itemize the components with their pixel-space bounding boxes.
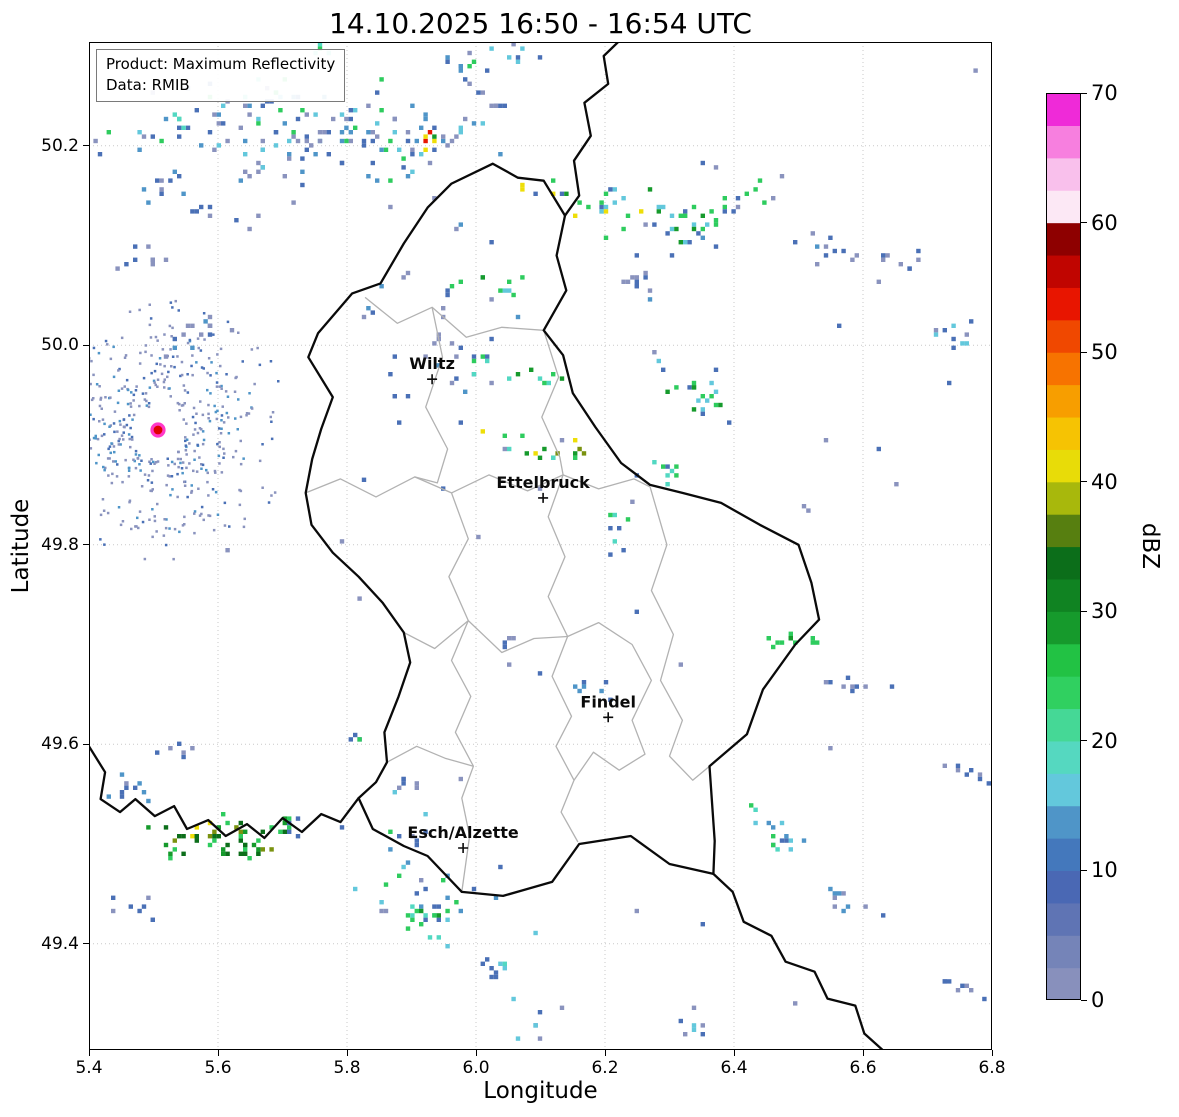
y-tick-mark (83, 544, 89, 546)
colorbar-band (1046, 935, 1081, 969)
colorbar-band (1046, 546, 1081, 580)
city-label-findel: Findel (580, 692, 636, 711)
colorbar-tick-mark (1081, 610, 1087, 612)
x-tick-mark (733, 1050, 735, 1056)
x-tick-label: 5.4 (75, 1058, 103, 1078)
colorbar-band (1046, 416, 1081, 450)
colorbar-tick-mark (1081, 92, 1087, 94)
colorbar-band (1046, 773, 1081, 807)
product-info-box: Product: Maximum Reflectivity Data: RMIB (96, 49, 346, 102)
colorbar-tick-label: 20 (1091, 728, 1118, 753)
colorbar-band (1046, 708, 1081, 742)
colorbar-band (1046, 287, 1081, 321)
colorbar-tick-label: 10 (1091, 858, 1118, 883)
colorbar-band (1046, 611, 1081, 645)
colorbar-tick-mark (1081, 740, 1087, 742)
colorbar-band (1046, 190, 1081, 224)
colorbar-band (1046, 902, 1081, 936)
colorbar-unit-label: dBZ (1137, 522, 1163, 570)
y-tick-mark (83, 743, 89, 745)
y-tick-label: 50.0 (41, 335, 79, 356)
x-tick-label: 6.4 (720, 1058, 748, 1078)
y-tick-label: 50.2 (41, 135, 79, 156)
colorbar-gradient (1046, 93, 1081, 1000)
city-markers: Wiltz Ettelbruck Findel Esch/Alzette (407, 354, 636, 853)
radar-site-marker (150, 422, 166, 438)
x-tick-label: 6.8 (978, 1058, 1006, 1078)
colorbar-band (1046, 384, 1081, 418)
product-line: Product: Maximum Reflectivity (106, 55, 336, 73)
data-source-line: Data: RMIB (106, 76, 190, 94)
colorbar-tick-mark (1081, 999, 1087, 1001)
x-tick-label: 6.2 (591, 1058, 619, 1078)
city-marker-ettelbruck (538, 492, 549, 503)
map-plot-area: Wiltz Ettelbruck Findel Esch/Alzette Produc… (89, 42, 992, 1050)
luxembourg-outline (304, 162, 821, 898)
colorbar-band (1046, 319, 1081, 353)
radar-map: Wiltz Ettelbruck Findel Esch/Alzette (89, 42, 992, 1050)
city-marker-findel (603, 712, 614, 723)
colorbar-tick-mark (1081, 222, 1087, 224)
x-tick-mark (604, 1050, 606, 1056)
colorbar-band (1046, 157, 1081, 191)
colorbar-band (1046, 740, 1081, 774)
colorbar-band (1046, 870, 1081, 904)
x-tick-mark (862, 1050, 864, 1056)
figure-title: 14.10.2025 16:50 - 16:54 UTC (329, 7, 752, 40)
y-tick-mark (83, 943, 89, 945)
x-tick-mark (475, 1050, 477, 1056)
colorbar-tick-label: 30 (1091, 599, 1118, 624)
colorbar-band (1046, 352, 1081, 386)
district-borders (305, 296, 710, 892)
colorbar-band (1046, 805, 1081, 839)
y-tick-label: 49.8 (41, 534, 79, 555)
colorbar-band (1046, 578, 1081, 612)
colorbar-band (1046, 676, 1081, 710)
colorbar-band (1046, 838, 1081, 872)
y-tick-mark (83, 344, 89, 346)
city-label-esch-alzette: Esch/Alzette (407, 823, 518, 842)
colorbar-band (1046, 449, 1081, 483)
colorbar-band (1046, 514, 1081, 548)
y-tick-mark (83, 145, 89, 147)
radar-echoes (89, 42, 991, 1041)
colorbar-frame (1046, 93, 1081, 1000)
colorbar-band (1046, 125, 1081, 159)
city-label-wiltz: Wiltz (409, 354, 455, 373)
x-tick-label: 6.6 (849, 1058, 877, 1078)
colorbar-tick-label: 60 (1091, 210, 1118, 235)
colorbar-tick-label: 50 (1091, 340, 1118, 365)
colorbar (1046, 93, 1081, 1000)
colorbar-tick-mark (1081, 351, 1087, 353)
colorbar-band (1046, 254, 1081, 288)
city-marker-esch-alzette (458, 843, 469, 853)
colorbar-band (1046, 967, 1081, 1000)
x-tick-mark (217, 1050, 219, 1056)
y-tick-label: 49.6 (41, 734, 79, 755)
x-tick-label: 6.0 (462, 1058, 490, 1078)
grid (89, 42, 992, 1050)
x-tick-mark (991, 1050, 993, 1056)
x-axis-label: Longitude (483, 1078, 598, 1104)
colorbar-tick-label: 70 (1091, 81, 1118, 105)
colorbar-tick-label: 40 (1091, 469, 1118, 494)
colorbar-tick-label: 0 (1091, 988, 1105, 1012)
y-tick-label: 49.4 (41, 933, 79, 954)
colorbar-tick-mark (1081, 481, 1087, 483)
city-label-ettelbruck: Ettelbruck (496, 473, 590, 492)
colorbar-band (1046, 93, 1081, 126)
colorbar-band (1046, 481, 1081, 515)
x-tick-label: 5.6 (204, 1058, 232, 1078)
city-marker-wiltz (427, 374, 438, 385)
x-tick-mark (88, 1050, 90, 1056)
colorbar-tick-mark (1081, 869, 1087, 871)
x-tick-label: 5.8 (333, 1058, 361, 1078)
x-tick-mark (346, 1050, 348, 1056)
country-borders (89, 42, 885, 1050)
colorbar-band (1046, 643, 1081, 677)
colorbar-band (1046, 222, 1081, 256)
